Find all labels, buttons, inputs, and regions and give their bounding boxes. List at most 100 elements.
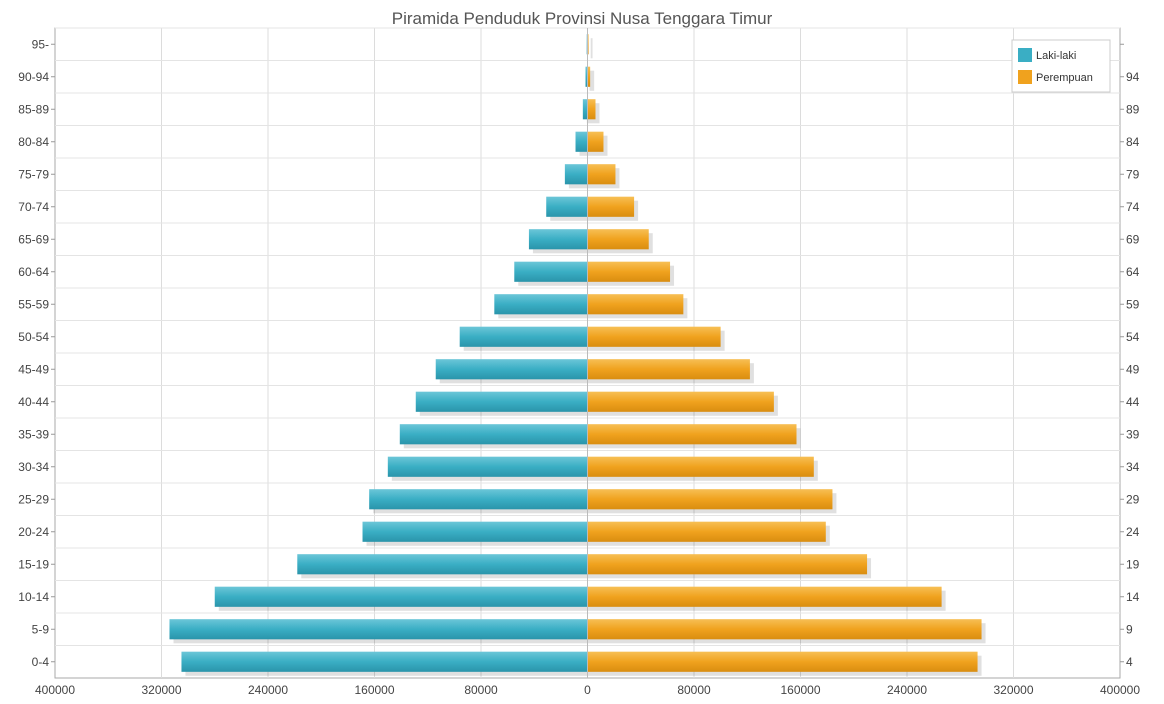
chart-title: Piramida Penduduk Provinsi Nusa Tenggara…: [392, 9, 773, 28]
y-tick-label: 50-54: [18, 330, 49, 344]
bar-laki-laki: [514, 261, 588, 282]
y-tick-label-right: 44: [1126, 395, 1140, 409]
y-tick-label-right: 59: [1126, 297, 1140, 311]
bar-shadow: [591, 103, 600, 124]
bar-shadow: [590, 38, 592, 59]
bar-laki-laki: [585, 66, 588, 87]
x-tick-label: 320000: [141, 683, 181, 697]
bar-perempuan: [587, 456, 814, 477]
x-tick-label: 240000: [887, 683, 927, 697]
legend-swatch: [1018, 48, 1032, 62]
y-tick-label-right: 94: [1126, 70, 1140, 84]
y-tick-label: 55-59: [18, 297, 49, 311]
x-tick-label: 0: [584, 683, 591, 697]
bar-shadow: [591, 38, 593, 59]
legend: Laki-laki Perempuan: [1011, 39, 1111, 93]
y-tick-label-right: 19: [1126, 557, 1140, 571]
bar-perempuan: [587, 34, 589, 55]
x-tick-label: 400000: [1100, 683, 1140, 697]
y-tick-label-right: 69: [1126, 232, 1140, 246]
y-tick-label-right: 34: [1126, 460, 1140, 474]
bar-perempuan: [587, 229, 649, 250]
bar-laki-laki: [415, 391, 588, 412]
x-tick-label: 240000: [248, 683, 288, 697]
y-tick-label-right: 39: [1126, 427, 1140, 441]
y-tick-label-right: 89: [1126, 102, 1140, 116]
y-tick-label-right: 29: [1126, 492, 1140, 506]
y-tick-label: 80-84: [18, 135, 49, 149]
bar-laki-laki: [459, 326, 588, 347]
y-tick-label: 65-69: [18, 232, 49, 246]
bar-shadow: [589, 70, 592, 91]
bar-perempuan: [587, 261, 671, 282]
y-tick-label: 95-: [32, 37, 49, 51]
y-tick-label: 45-49: [18, 362, 49, 376]
x-tick-label: 80000: [464, 683, 498, 697]
x-tick-label: 80000: [677, 683, 711, 697]
x-tick-label: 320000: [993, 683, 1033, 697]
x-tick-label: 400000: [35, 683, 75, 697]
legend-label: Perempuan: [1036, 72, 1093, 84]
bar-perempuan: [587, 99, 596, 120]
y-tick-label: 35-39: [18, 427, 49, 441]
y-tick-label: 60-64: [18, 265, 49, 279]
y-tick-label: 0-4: [32, 655, 50, 669]
bar-perempuan: [587, 326, 721, 347]
bar-laki-laki: [387, 456, 588, 477]
bar-laki-laki: [169, 619, 588, 640]
legend-box: [1011, 39, 1111, 93]
bar-perempuan: [587, 651, 978, 672]
bar-laki-laki: [494, 294, 588, 315]
bar-perempuan: [587, 391, 774, 412]
bar-laki-laki: [528, 229, 588, 250]
bar-shadow: [591, 70, 595, 91]
bar-perempuan: [587, 359, 750, 380]
y-tick-label: 25-29: [18, 492, 49, 506]
bars-layer: [169, 34, 986, 676]
bar-laki-laki: [297, 554, 588, 575]
y-tick-label-right: 9: [1126, 622, 1133, 636]
y-tick-label-right: 84: [1126, 135, 1140, 149]
bar-laki-laki: [181, 651, 588, 672]
bar-perempuan: [587, 294, 684, 315]
bar-perempuan: [587, 66, 591, 87]
legend-swatch: [1018, 70, 1032, 84]
bar-laki-laki: [369, 489, 588, 510]
bar-laki-laki: [575, 131, 588, 152]
x-tick-label: 160000: [354, 683, 394, 697]
bar-perempuan: [587, 489, 833, 510]
bar-perempuan: [587, 164, 616, 185]
y-tick-label: 40-44: [18, 395, 49, 409]
bar-perempuan: [587, 131, 604, 152]
y-tick-label-right: 4: [1126, 655, 1133, 669]
y-tick-label: 20-24: [18, 525, 49, 539]
y-tick-label: 10-14: [18, 590, 49, 604]
y-tick-label: 15-19: [18, 557, 49, 571]
y-tick-label-right: 64: [1126, 265, 1140, 279]
legend-label: Laki-laki: [1036, 50, 1076, 62]
bar-laki-laki: [582, 99, 588, 120]
bar-perempuan: [587, 554, 868, 575]
bar-laki-laki: [546, 196, 588, 217]
bar-laki-laki: [564, 164, 588, 185]
bar-perempuan: [587, 424, 797, 445]
x-tick-label: 160000: [780, 683, 820, 697]
y-tick-label-right: 14: [1126, 590, 1140, 604]
bar-perempuan: [587, 196, 635, 217]
bar-laki-laki: [362, 521, 588, 542]
y-tick-label: 90-94: [18, 70, 49, 84]
y-tick-label-right: 54: [1126, 330, 1140, 344]
y-tick-label: 70-74: [18, 200, 49, 214]
y-tick-label-right: 79: [1126, 167, 1140, 181]
y-tick-label-right: 74: [1126, 200, 1140, 214]
y-tick-label: 5-9: [32, 622, 50, 636]
bar-laki-laki: [435, 359, 588, 380]
bar-perempuan: [587, 521, 826, 542]
axis-layer: 400000 320000 240000 160000 80000 0 80000 16000…: [18, 28, 1140, 697]
y-tick-label: 75-79: [18, 167, 49, 181]
bar-perempuan: [587, 619, 982, 640]
y-tick-label: 30-34: [18, 460, 49, 474]
bar-perempuan: [587, 586, 942, 607]
